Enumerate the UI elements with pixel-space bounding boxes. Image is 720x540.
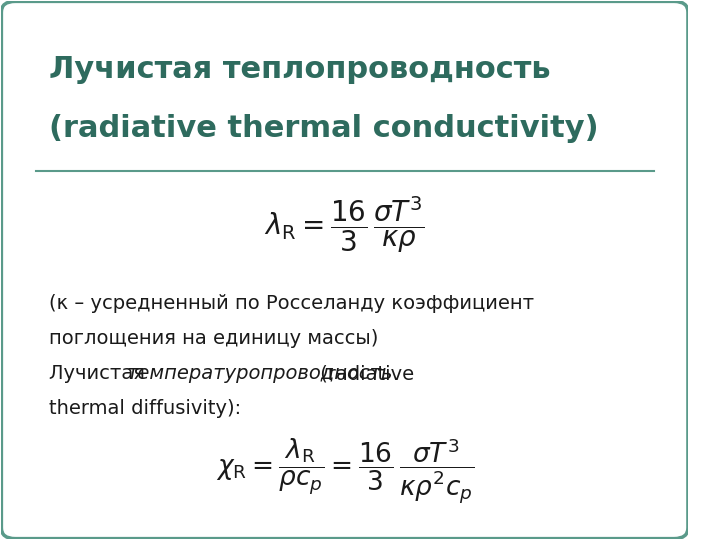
Text: (κ – усредненный по Росселанду коэффициент: (κ – усредненный по Росселанду коэффицие…: [50, 294, 534, 313]
Text: температуропроводность: температуропроводность: [126, 364, 393, 383]
Text: $\chi_{\rm R} = \dfrac{\lambda_{\rm R}}{\rho c_p} = \dfrac{16}{3}\, \dfrac{\sigm: $\chi_{\rm R} = \dfrac{\lambda_{\rm R}}{…: [215, 437, 474, 506]
Text: Лучистая: Лучистая: [50, 364, 152, 383]
Text: Лучистая теплопроводность: Лучистая теплопроводность: [50, 55, 551, 84]
Text: (radiative thermal conductivity): (radiative thermal conductivity): [50, 114, 599, 143]
Text: (radiative: (radiative: [315, 364, 415, 383]
Text: thermal diffusivity):: thermal diffusivity):: [50, 399, 242, 418]
Text: поглощения на единицу массы): поглощения на единицу массы): [50, 329, 379, 348]
Text: $\lambda_{\rm R} = \dfrac{16}{3}\, \dfrac{\sigma T^3}{\kappa \rho}$: $\lambda_{\rm R} = \dfrac{16}{3}\, \dfra…: [264, 194, 425, 255]
FancyBboxPatch shape: [1, 2, 688, 538]
